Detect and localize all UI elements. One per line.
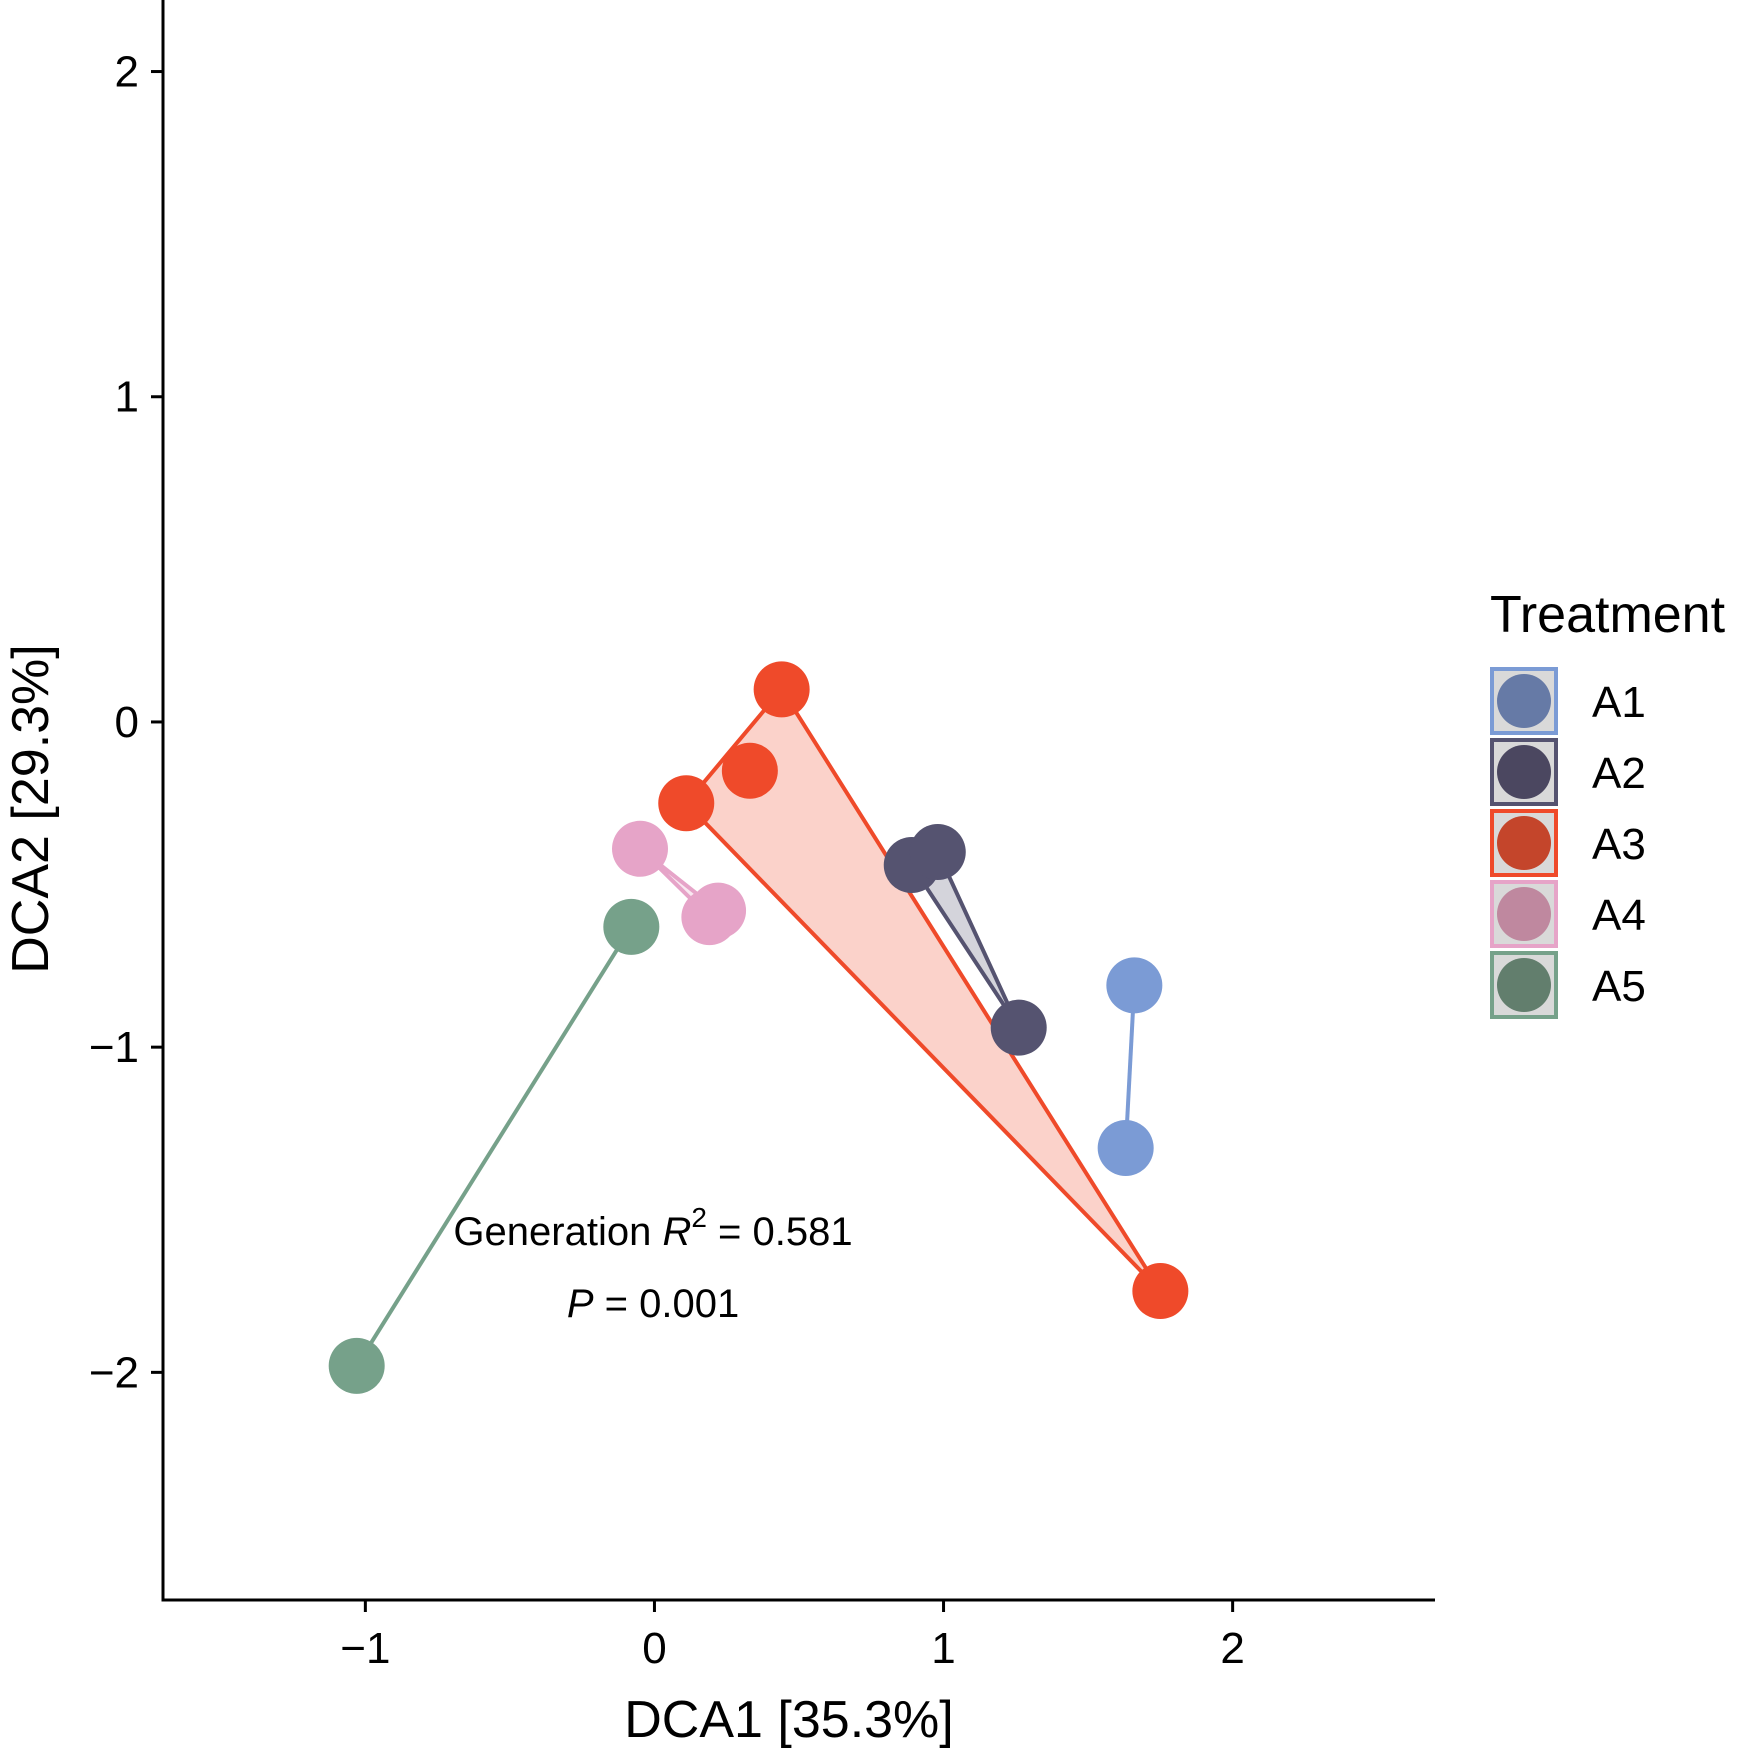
point-a3 [721, 742, 778, 799]
legend-swatch [1497, 816, 1551, 870]
point-a4 [612, 820, 668, 877]
point-a3 [658, 775, 715, 832]
legend-label: A1 [1592, 678, 1646, 727]
legend-label: A5 [1592, 962, 1646, 1011]
point-a4 [690, 882, 747, 939]
y-axis-title: DCA2 [29.3%] [2, 644, 60, 974]
legend-label: A3 [1592, 820, 1646, 869]
x-tick-label: −1 [340, 1624, 390, 1673]
y-axis-ticks: −2 −1 0 1 2 [89, 48, 163, 1397]
point-a5 [603, 898, 660, 955]
x-tick-label: 0 [642, 1624, 666, 1673]
point-a5 [328, 1337, 385, 1394]
legend-title: Treatment [1490, 586, 1726, 644]
point-a3 [753, 661, 810, 718]
point-a1 [1097, 1119, 1154, 1176]
legend-swatch [1497, 674, 1551, 728]
legend-swatch [1497, 887, 1551, 941]
y-tick-label: 1 [115, 373, 139, 422]
data-points [328, 661, 1189, 1394]
x-axis-title: DCA1 [35.3%] [624, 1691, 954, 1749]
hull-a5 [355, 925, 633, 1367]
point-a1 [1106, 957, 1163, 1014]
legend-label: A4 [1592, 891, 1646, 940]
legend-swatch [1497, 958, 1551, 1012]
y-tick-label: 0 [115, 698, 139, 747]
stats-annotation: Generation R2 = 0.581 P = 0.001 [453, 1202, 852, 1326]
legend-item-a4: A4 [1490, 880, 1646, 948]
point-a3 [1132, 1263, 1189, 1320]
legend: Treatment A1 A2 A3 A4 A5 [1490, 586, 1726, 1019]
x-tick-label: 2 [1220, 1624, 1244, 1673]
legend-label: A2 [1592, 749, 1646, 798]
legend-item-a3: A3 [1490, 809, 1646, 877]
generation-r2-label: Generation R2 = 0.581 [453, 1202, 852, 1254]
p-value-label: P = 0.001 [567, 1282, 739, 1326]
legend-items: A1 A2 A3 A4 A5 [1490, 667, 1646, 1019]
y-tick-label: 2 [115, 48, 139, 97]
x-axis-ticks: −1 0 1 2 [340, 1600, 1245, 1673]
x-tick-label: 1 [931, 1624, 955, 1673]
legend-item-a5: A5 [1490, 951, 1646, 1019]
hull-a3 [684, 687, 1163, 1294]
y-tick-label: −1 [89, 1023, 139, 1072]
point-a2 [990, 999, 1047, 1056]
point-a2 [909, 824, 966, 881]
y-tick-label: −2 [89, 1348, 139, 1397]
legend-item-a2: A2 [1490, 738, 1646, 806]
legend-swatch [1497, 745, 1551, 799]
legend-item-a1: A1 [1490, 667, 1646, 735]
